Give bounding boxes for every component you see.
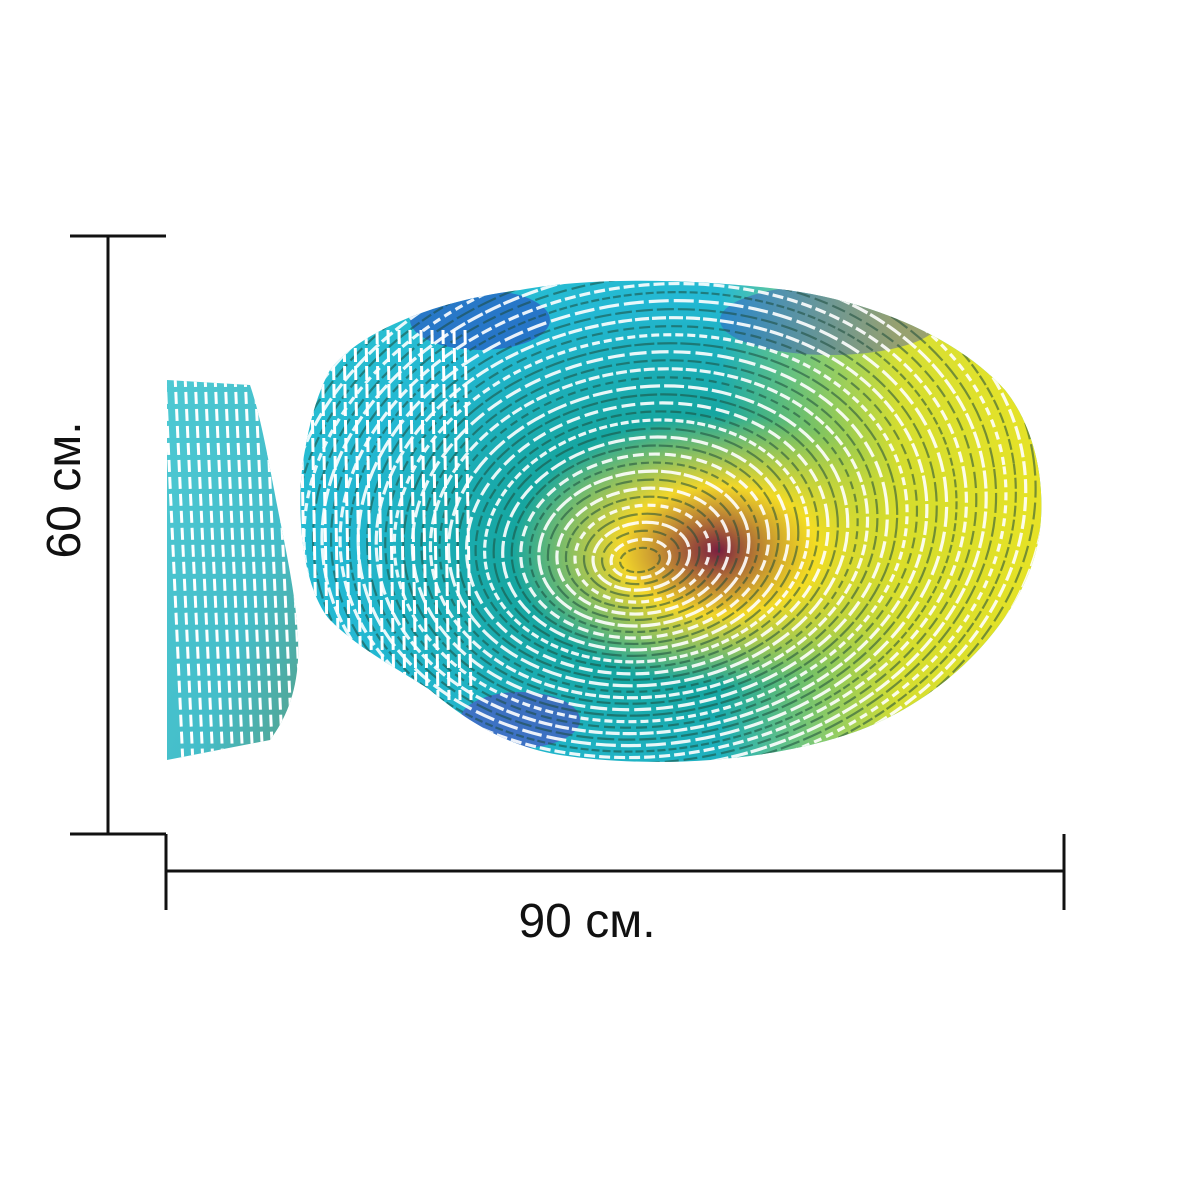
fingerprint-ridge: [483, 418, 810, 664]
fingerprint-ridge: [193, 380, 215, 760]
fingerprint-ridge: [374, 316, 929, 736]
fingerprint-ridge: [410, 350, 889, 712]
fingerprint-ridge: [173, 380, 195, 760]
fingerprint-ridge: [463, 329, 473, 701]
fingerprint-ridge: [402, 342, 899, 717]
fingerprint-ridge: [386, 329, 396, 701]
fingerprint-ridge: [384, 325, 919, 729]
fingerprint-ridge: [364, 329, 374, 701]
fingerprint-ridge: [320, 280, 988, 762]
fingerprint-ridge: [564, 495, 721, 610]
fingerprint-ridge: [233, 380, 255, 760]
fingerprint-ridge: [528, 461, 760, 634]
fingerprint-ridge: [591, 520, 692, 592]
fingerprint-ridge: [492, 427, 800, 658]
fingerprint-ridge: [213, 380, 235, 760]
width-dimension: 90 см.: [164, 834, 1066, 948]
fingerprint-ridge: [408, 329, 418, 701]
fingerprint-ridge: [223, 380, 245, 760]
fingerprint-ridge: [441, 329, 451, 701]
fingerprint-ridge: [273, 380, 295, 760]
fingerprint-ridge: [300, 280, 1028, 762]
fingerprint-image: [167, 280, 1042, 762]
fingerprint-ridge: [419, 329, 429, 701]
fingerprint-ridge: [353, 329, 363, 701]
fingerprint-ridge: [456, 393, 839, 681]
fingerprint-ridge: [348, 291, 958, 753]
fingerprint-ridge: [464, 401, 830, 676]
fingerprint-ridge: [375, 329, 385, 701]
fingerprint-ridge: [474, 410, 820, 669]
fingerprint-ridge: [183, 380, 205, 760]
fingerprint-ridge: [392, 333, 909, 724]
fingerprint-ridge: [619, 546, 661, 574]
fingerprint-ridge: [546, 478, 741, 622]
fingerprint-ridge: [446, 384, 850, 688]
fingerprint-ridge: [573, 503, 711, 604]
fingerprint-ridge: [263, 380, 285, 760]
fingerprint-ridge: [609, 537, 672, 580]
fingerprint-ridge: [438, 376, 859, 693]
fingerprint-ridge: [253, 380, 275, 760]
fingerprint-ridge: [329, 280, 978, 762]
width-label: 90 см.: [518, 895, 655, 948]
fingerprint-ridge: [397, 329, 407, 701]
fingerprint-ridge: [420, 359, 879, 705]
fingerprint-ridge: [300, 280, 1017, 762]
fingerprint-ridge: [600, 529, 681, 586]
fingerprint-ridge: [167, 380, 185, 760]
fingerprint-ridge: [582, 512, 701, 598]
fingerprint-ridge: [430, 329, 440, 701]
fingerprint-ridge: [428, 367, 870, 700]
fingerprint-ridge: [555, 486, 731, 616]
fingerprint-ridge: [452, 329, 462, 701]
fingerprint-ridge: [338, 281, 968, 760]
fingerprint-ridge: [501, 435, 791, 652]
height-dimension: 60 см.: [38, 234, 166, 836]
fingerprint-ridge: [519, 452, 771, 640]
fingerprint-ridge: [510, 444, 780, 646]
fingerprint-ridge: [302, 280, 1008, 762]
fingerprint-ridge: [300, 280, 1037, 762]
fingerprint-ridge: [203, 380, 225, 760]
height-label: 60 см.: [38, 421, 91, 558]
fingerprint-ridge: [537, 469, 751, 628]
fingerprint-ridge: [243, 380, 265, 760]
